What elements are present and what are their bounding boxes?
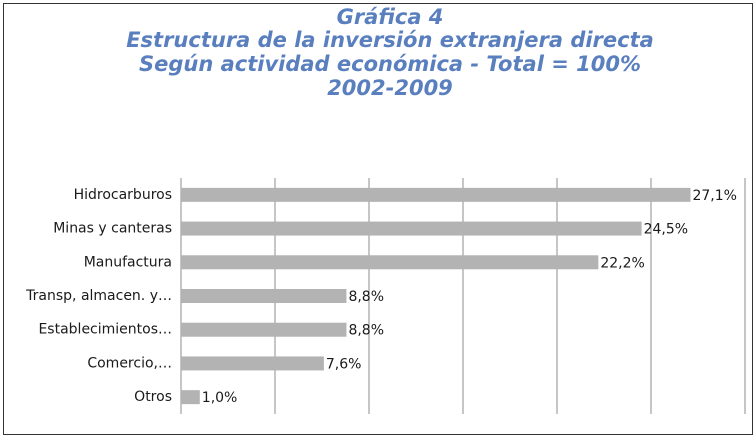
bar [181, 322, 347, 337]
bar [181, 390, 200, 405]
chart-title: Según actividad económica - Total = 100% [139, 52, 641, 76]
chart-title: Gráfica 4 [337, 5, 444, 29]
bar [181, 221, 642, 236]
chart-frame [3, 3, 753, 435]
value-label: 1,0% [202, 390, 238, 406]
value-label: 8,8% [348, 323, 384, 339]
chart-title: Estructura de la inversión extranjera di… [126, 28, 654, 52]
bar [181, 255, 599, 270]
bar [181, 356, 324, 371]
y-tick-label: Minas y canteras [53, 221, 172, 237]
bar [181, 187, 691, 202]
y-tick-label: Manufactura [84, 254, 172, 270]
y-tick-label: Hidrocarburos [74, 187, 172, 203]
value-label: 27,1% [692, 188, 736, 204]
y-tick-label: Comercio,… [87, 355, 172, 371]
chart-title: 2002-2009 [327, 76, 453, 100]
bar [181, 289, 347, 303]
y-tick-label: Transp, almacen. y… [25, 288, 172, 304]
value-label: 7,6% [326, 356, 362, 372]
value-label: 22,2% [600, 255, 644, 271]
y-tick-label: Establecimientos… [38, 322, 172, 338]
y-tick-label: Otros [134, 389, 172, 405]
value-label: 8,8% [348, 289, 384, 305]
value-label: 24,5% [644, 222, 688, 238]
